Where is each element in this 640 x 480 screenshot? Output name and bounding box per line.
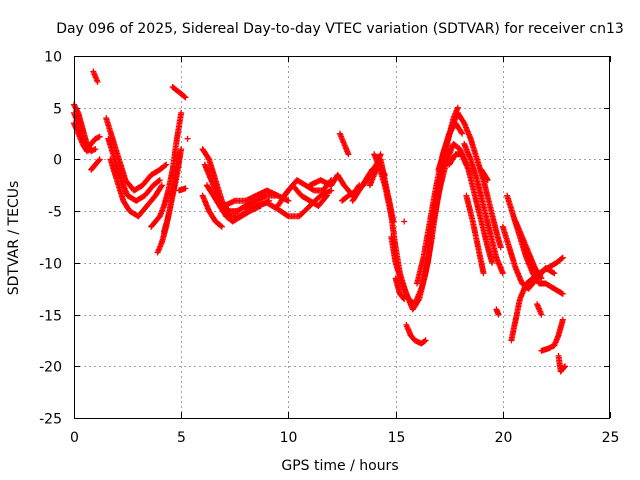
y-tick-label: 10 — [44, 50, 62, 66]
series-arc-45 — [534, 301, 545, 318]
point-markers — [493, 306, 502, 318]
series-arc-6 — [103, 115, 170, 194]
series-arc-43 — [508, 254, 566, 344]
series-arc-37 — [461, 140, 506, 277]
series-arc-32 — [403, 321, 429, 347]
point-markers — [184, 135, 191, 142]
series-arc-4 — [88, 156, 103, 173]
y-tick-label: 5 — [53, 102, 62, 118]
series-arc-24 — [336, 130, 352, 158]
series-arc-31 — [401, 218, 408, 225]
x-axis-label: GPS time / hours — [281, 458, 398, 474]
point-markers — [148, 109, 185, 230]
series-arc-38 — [463, 192, 487, 277]
point-markers — [392, 275, 408, 303]
series-arc-11 — [161, 146, 185, 235]
series-arc-13 — [176, 185, 189, 194]
point-markers — [107, 156, 165, 220]
point-markers — [538, 316, 566, 354]
series-arc-47 — [555, 352, 568, 375]
point-markers — [401, 218, 408, 225]
y-tick-label: -15 — [39, 309, 62, 325]
point-markers — [478, 166, 491, 184]
y-tick-label: -20 — [39, 360, 62, 376]
x-tick-label: 10 — [280, 430, 298, 446]
series-arc-30 — [392, 275, 408, 303]
y-tick-label: -5 — [48, 205, 62, 221]
point-markers — [105, 135, 163, 204]
series-arc-46 — [538, 316, 566, 354]
point-markers — [199, 192, 225, 230]
point-markers — [169, 84, 189, 101]
x-tick-label: 0 — [70, 430, 79, 446]
point-markers — [176, 185, 189, 194]
point-markers — [463, 192, 487, 277]
series-arc-5 — [90, 68, 101, 85]
series-arc-44 — [512, 218, 545, 282]
series-arc-36 — [446, 151, 496, 266]
series-arc-35 — [435, 109, 504, 251]
x-tick-label: 20 — [495, 430, 513, 446]
chart-title: Day 096 of 2025, Sidereal Day-to-day VTE… — [56, 21, 624, 37]
x-tick-label: 15 — [388, 430, 406, 446]
point-markers — [403, 321, 429, 347]
x-tick-label: 25 — [602, 430, 620, 446]
point-markers — [461, 140, 506, 277]
y-tick-label: -25 — [39, 412, 62, 428]
point-markers — [90, 68, 101, 85]
point-markers — [88, 156, 103, 173]
series-arc-40 — [493, 306, 502, 318]
x-tick-label: 5 — [177, 430, 186, 446]
point-markers — [435, 109, 504, 251]
point-markers — [508, 254, 566, 344]
y-axis-label: SDTVAR / TECUs — [6, 181, 22, 296]
point-markers — [446, 151, 496, 266]
y-tick-label: 0 — [53, 153, 62, 169]
point-markers — [161, 146, 185, 235]
series-arc-12 — [169, 84, 189, 101]
series-arc-9 — [148, 109, 185, 230]
point-markers — [336, 130, 352, 158]
series-arc-7 — [105, 135, 163, 204]
series-arc-18 — [199, 192, 225, 230]
series-arc-8 — [107, 156, 165, 220]
point-markers — [281, 182, 330, 209]
series-arc-22 — [281, 182, 330, 209]
point-markers — [103, 115, 170, 194]
series-arc-14 — [184, 135, 191, 142]
series-arc-39 — [478, 166, 491, 184]
point-markers — [534, 301, 545, 318]
data-points — [71, 68, 568, 375]
point-markers — [512, 218, 545, 282]
plot-frame — [74, 56, 610, 419]
point-markers — [555, 352, 568, 375]
y-tick-label: -10 — [39, 257, 62, 273]
